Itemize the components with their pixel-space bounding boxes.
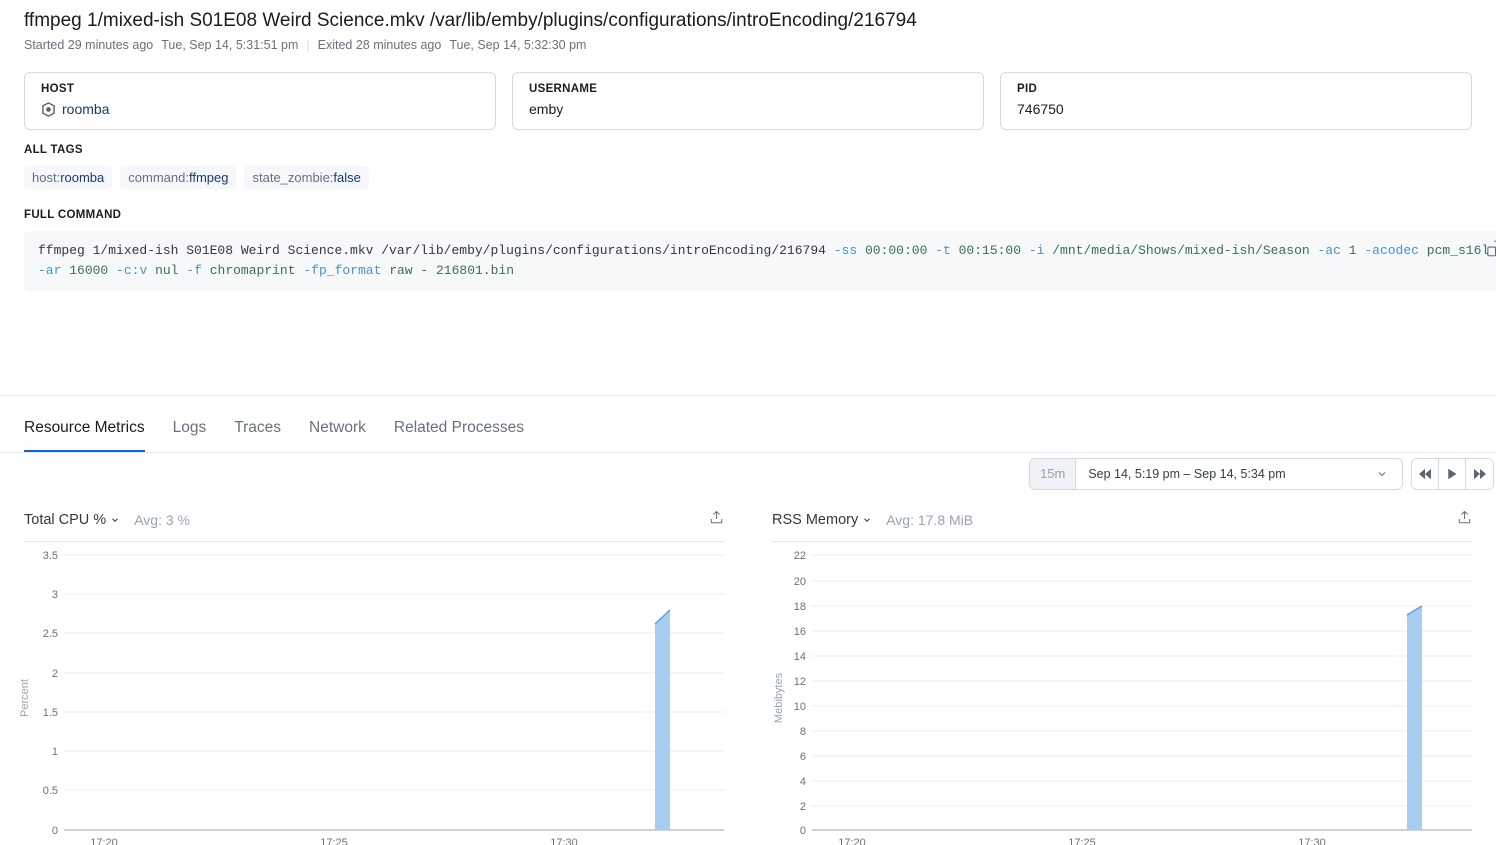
svg-text:22: 22 (794, 550, 806, 562)
svg-text:17:30: 17:30 (550, 837, 578, 845)
svg-text:12: 12 (794, 676, 806, 688)
svg-text:16: 16 (794, 626, 806, 638)
svg-text:10: 10 (794, 701, 806, 713)
svg-text:1.5: 1.5 (43, 707, 58, 719)
svg-text:17:20: 17:20 (90, 837, 118, 845)
svg-text:14: 14 (794, 651, 806, 663)
svg-text:18: 18 (794, 601, 806, 613)
svg-text:3: 3 (52, 589, 58, 601)
svg-text:2: 2 (800, 801, 806, 813)
svg-text:20: 20 (794, 576, 806, 588)
svg-text:17:20: 17:20 (838, 837, 866, 845)
svg-text:0.5: 0.5 (43, 785, 58, 797)
svg-text:17:25: 17:25 (320, 837, 348, 845)
svg-text:2: 2 (52, 668, 58, 680)
svg-text:17:30: 17:30 (1298, 837, 1326, 845)
svg-text:8: 8 (800, 726, 806, 738)
svg-text:1: 1 (52, 746, 58, 758)
svg-text:2.5: 2.5 (43, 628, 58, 640)
svg-text:0: 0 (800, 825, 806, 837)
svg-text:6: 6 (800, 751, 806, 763)
svg-text:0: 0 (52, 825, 58, 837)
svg-text:4: 4 (800, 776, 806, 788)
svg-text:17:25: 17:25 (1068, 837, 1096, 845)
svg-text:3.5: 3.5 (43, 550, 58, 562)
